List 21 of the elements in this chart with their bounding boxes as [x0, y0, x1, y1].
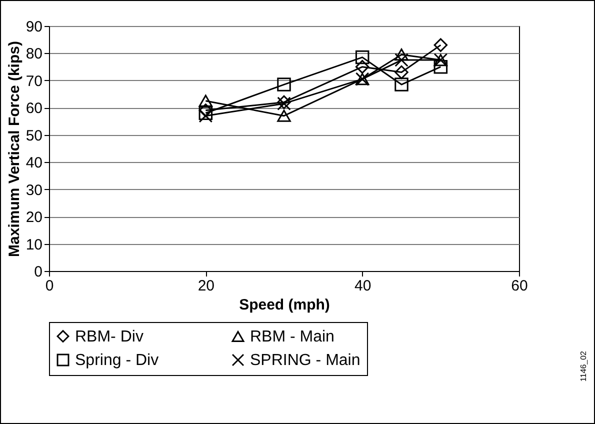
y-tick-label: 90 — [26, 18, 42, 36]
y-tick-label: 20 — [26, 209, 42, 226]
y-tick-label: 10 — [26, 236, 42, 254]
x-tick-label: 60 — [511, 278, 528, 294]
y-tick-label: 80 — [26, 46, 42, 63]
y-tick-label: 60 — [26, 100, 42, 118]
legend-label: SPRING - Main — [250, 352, 360, 369]
y-tick-label: 70 — [26, 72, 42, 90]
y-axis-title: Maximum Vertical Force (kips) — [6, 41, 23, 257]
legend-label: RBM- Div — [75, 328, 144, 346]
x-tick-label: 40 — [354, 278, 372, 294]
y-tick-label: 50 — [26, 127, 42, 144]
text: 1146_02 — [579, 351, 588, 382]
legend-label: Spring - Div — [75, 352, 159, 369]
x-tick-label: 20 — [198, 278, 215, 294]
y-tick-label: 30 — [26, 182, 42, 199]
y-tick-label: 0 — [34, 264, 42, 280]
x-tick-label: 0 — [45, 278, 54, 294]
legend-label: RBM - Main — [250, 328, 334, 346]
x-axis-title: Speed (mph) — [239, 296, 330, 314]
y-tick-label: 40 — [26, 154, 42, 172]
